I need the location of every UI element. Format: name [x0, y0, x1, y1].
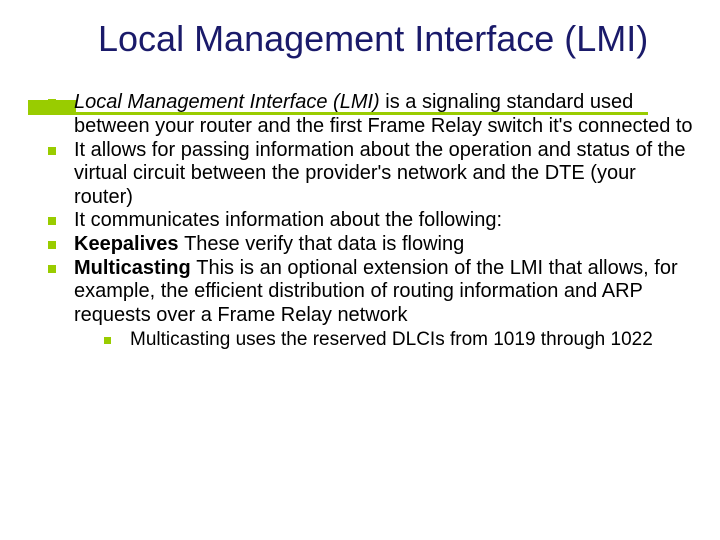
bullet-item: Keepalives These verify that data is flo… — [48, 233, 698, 257]
body-region: Local Management Interface (LMI) is a si… — [0, 69, 720, 352]
text-run: Local Management Interface (LMI) — [74, 91, 385, 113]
bullet-list: Local Management Interface (LMI) is a si… — [48, 91, 698, 352]
text-run: It communicates information about the fo… — [74, 209, 502, 231]
bullet-item: Local Management Interface (LMI) is a si… — [48, 91, 698, 138]
text-run: Multicasting — [74, 257, 196, 279]
bullet-item: It allows for passing information about … — [48, 139, 698, 210]
sub-bullet-list: Multicasting uses the reserved DLCIs fro… — [74, 329, 698, 352]
sub-bullet-item: Multicasting uses the reserved DLCIs fro… — [104, 329, 698, 352]
slide-title: Local Management Interface (LMI) — [98, 18, 700, 59]
text-run: These verify that data is flowing — [184, 233, 464, 255]
text-run: Multicasting uses the reserved DLCIs fro… — [130, 329, 653, 350]
slide: Local Management Interface (LMI) Local M… — [0, 0, 720, 540]
bullet-item: It communicates information about the fo… — [48, 209, 698, 233]
bullet-item: Multicasting This is an optional extensi… — [48, 257, 698, 353]
text-run: It allows for passing information about … — [74, 139, 685, 208]
title-block: Local Management Interface (LMI) — [0, 0, 720, 69]
text-run: Keepalives — [74, 233, 184, 255]
